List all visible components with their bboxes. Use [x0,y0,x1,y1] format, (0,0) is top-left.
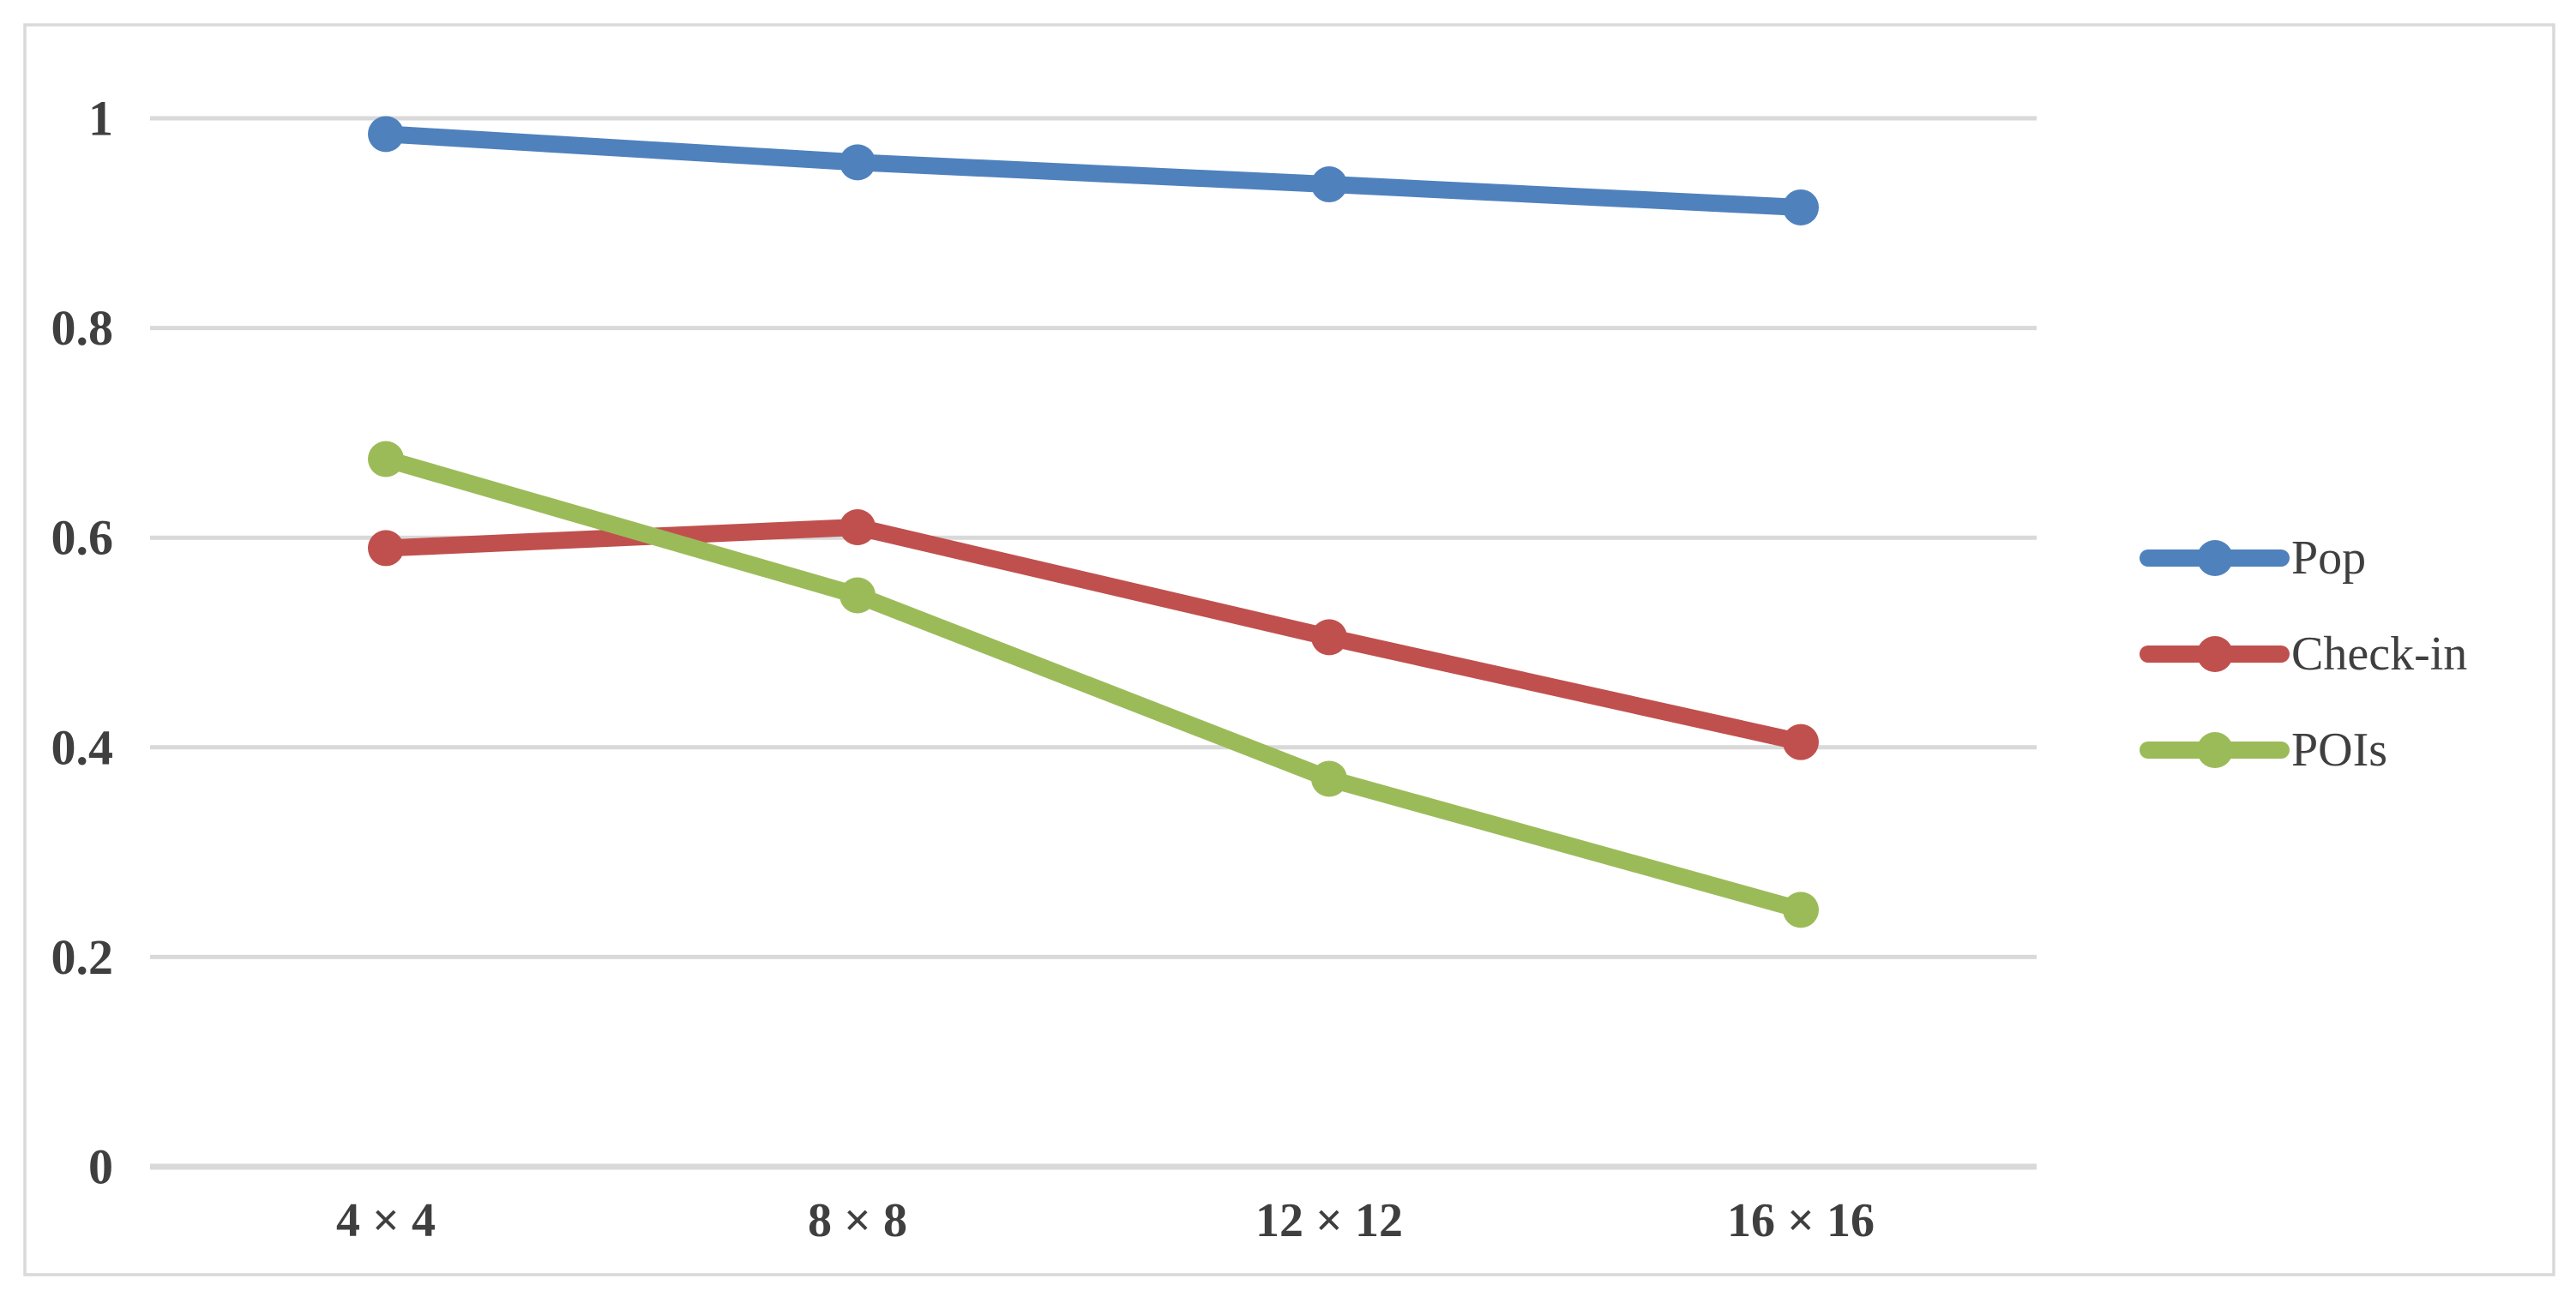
y-axis-labels-group: 0 0.2 0.4 0.6 0.8 1 [51,91,114,1195]
data-point-marker [1783,724,1819,760]
legend-item-pop: Pop [2140,531,2366,585]
series-group [368,116,1819,928]
data-point-marker [1311,619,1347,656]
y-tick-label: 0.8 [51,300,114,356]
data-point-marker [368,530,404,567]
y-tick-label: 0.6 [51,510,114,566]
data-point-marker [1783,892,1819,928]
legend-label: POIs [2291,724,2387,777]
series-check-in [368,508,1819,760]
data-point-marker [1311,166,1347,203]
data-point-marker [368,441,404,477]
y-tick-label: 0 [88,1139,113,1195]
series-pop [368,116,1819,225]
legend-item-check-in: Check-in [2140,627,2467,681]
y-tick-label: 1 [88,91,113,147]
legend-label: Pop [2291,531,2366,585]
series-line [377,450,1809,919]
data-point-marker [1311,760,1347,797]
gridlines-group [150,116,2037,1170]
legend-group: Pop Check-in POIs [2140,531,2467,777]
series-pois [368,441,1819,928]
x-tick-label: 16 × 16 [1727,1194,1875,1247]
x-axis-labels-group: 4 × 4 8 × 8 12 × 12 16 × 16 [336,1194,1875,1247]
data-point-marker [840,508,876,545]
legend-marker [2197,636,2233,672]
chart-border [23,23,2555,1276]
x-tick-label: 8 × 8 [808,1194,907,1247]
x-tick-label: 4 × 4 [336,1194,436,1247]
legend-item-pois: POIs [2140,724,2387,777]
y-tick-label: 0.4 [51,719,114,775]
legend-label: Check-in [2291,627,2467,681]
data-point-marker [840,144,876,181]
chart-border-group [23,23,2555,1276]
series-line [377,518,1809,751]
data-point-marker [840,577,876,614]
y-tick-label: 0.2 [51,929,114,985]
legend-marker [2197,540,2233,576]
data-point-marker [368,116,404,153]
legend-marker [2197,732,2233,768]
series-line [377,125,1809,216]
x-tick-label: 12 × 12 [1255,1194,1403,1247]
data-point-marker [1783,189,1819,225]
